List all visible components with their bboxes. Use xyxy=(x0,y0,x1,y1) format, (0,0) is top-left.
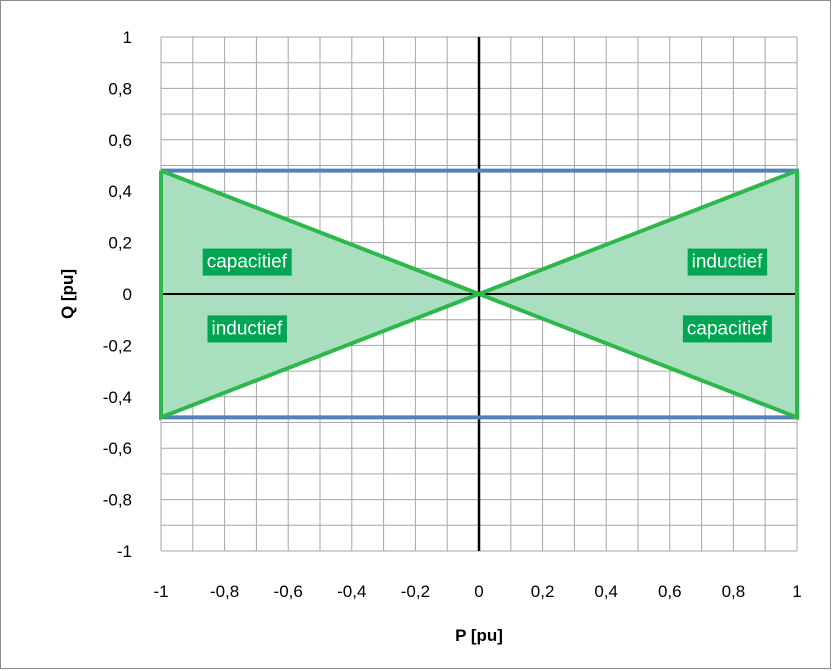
y-tick-label: 0,4 xyxy=(108,182,132,201)
y-tick-label: 0,8 xyxy=(108,79,132,98)
y-tick-label: 0 xyxy=(123,285,132,304)
region-label-text: inductief xyxy=(211,318,282,339)
x-tick-label: 0,8 xyxy=(722,582,746,601)
y-tick-label: 1 xyxy=(123,28,132,47)
x-tick-label: 0 xyxy=(474,582,483,601)
x-tick-label: 0,4 xyxy=(594,582,618,601)
capability-triangle xyxy=(159,168,485,421)
x-tick-label: -0,6 xyxy=(274,582,303,601)
y-tick-labels: -1 -0,8 -0,6 -0,4 -0,2 0 0,2 0,4 0,6 0,8 1 xyxy=(103,28,132,561)
x-tick-labels: -1 -0,8 -0,6 -0,4 -0,2 0 0,2 0,4 0,6 0,8 1 xyxy=(153,582,801,601)
region-label-text: capacitief xyxy=(207,252,288,273)
region-label-box xyxy=(202,248,292,276)
region-label-box xyxy=(207,315,287,343)
capability-lines xyxy=(159,168,799,421)
x-tick-label: 0,6 xyxy=(658,582,682,601)
x-tick-label: 0,2 xyxy=(531,582,555,601)
y-axis-title: Q [pu] xyxy=(58,269,77,319)
x-tick-label: -0,4 xyxy=(337,582,366,601)
x-tick-label: 1 xyxy=(792,582,801,601)
region-label: inductief xyxy=(207,315,287,343)
capability-triangle xyxy=(473,168,799,421)
region-label: inductief xyxy=(687,248,768,276)
y-tick-label: -0,8 xyxy=(103,491,132,510)
region-label-text: capacitief xyxy=(687,318,768,339)
y-tick-label: -0,6 xyxy=(103,439,132,458)
y-tick-label: -1 xyxy=(117,542,132,561)
x-axis-title: P [pu] xyxy=(455,626,503,645)
y-tick-label: 0,2 xyxy=(108,234,132,253)
region-label-box xyxy=(682,315,772,343)
x-tick-label: -1 xyxy=(153,582,168,601)
region-label-text: inductief xyxy=(692,252,763,273)
y-tick-label: 0,6 xyxy=(108,131,132,150)
region-label: capacitief xyxy=(682,315,772,343)
region-annotations: capacitief inductief inductief capacitief xyxy=(202,248,772,343)
x-tick-label: -0,2 xyxy=(401,582,430,601)
y-tick-label: -0,2 xyxy=(103,336,132,355)
y-tick-label: -0,4 xyxy=(103,388,132,407)
region-label: capacitief xyxy=(202,248,292,276)
x-tick-label: -0,8 xyxy=(210,582,239,601)
region-label-box xyxy=(687,248,768,276)
